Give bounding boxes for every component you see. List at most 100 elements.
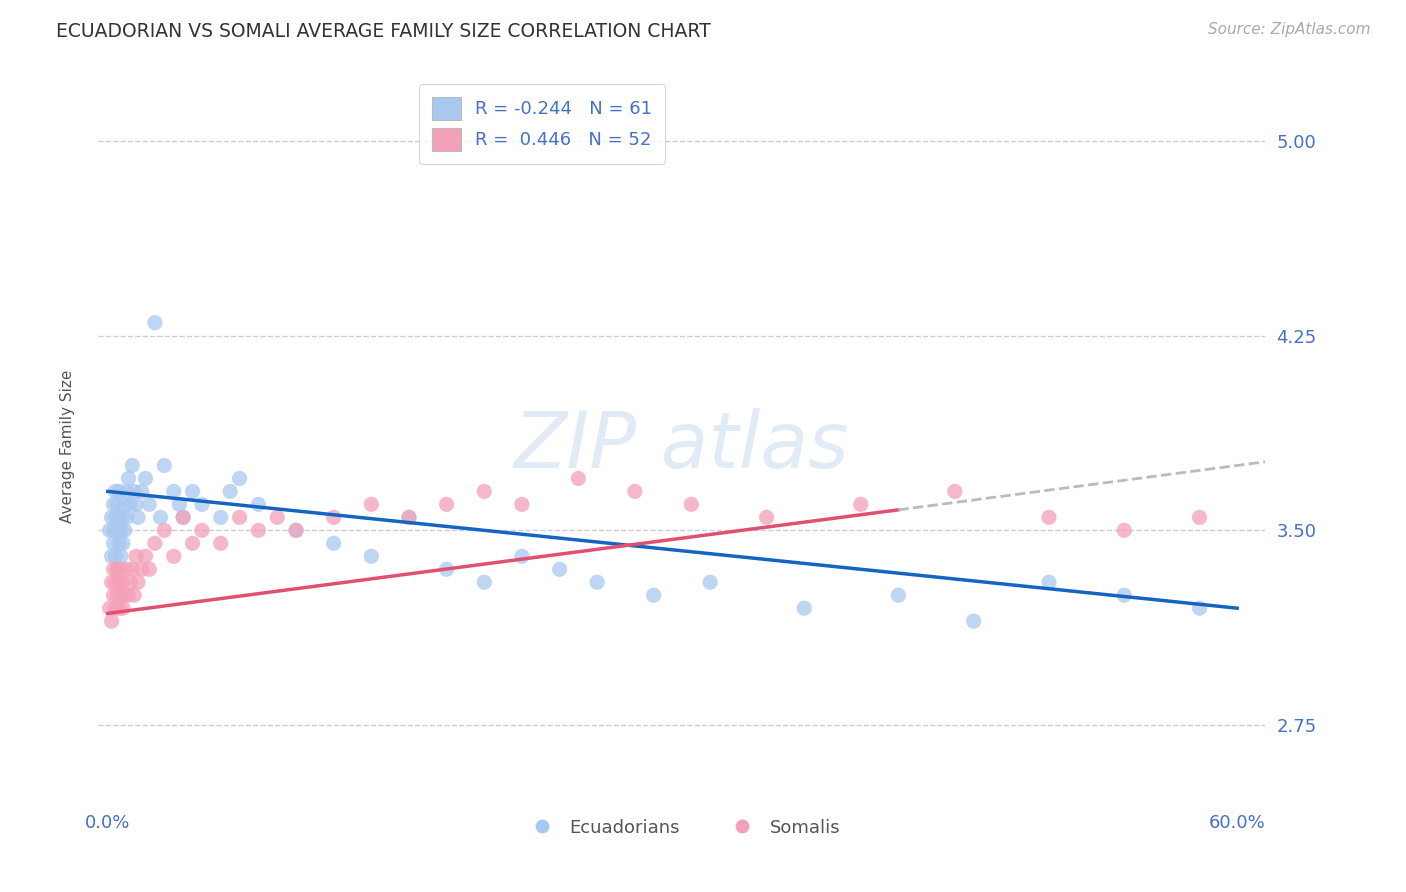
Point [121, 458, 143, 473]
Point [104, 549, 127, 564]
Point [209, 536, 232, 550]
Point [110, 549, 132, 564]
Point [943, 484, 966, 499]
Point [100, 575, 122, 590]
Point [100, 510, 122, 524]
Point [120, 575, 142, 590]
Point [110, 562, 132, 576]
Point [472, 484, 495, 499]
Point [1188, 510, 1211, 524]
Point [398, 510, 420, 524]
Point [104, 601, 127, 615]
Point [104, 510, 127, 524]
Point [114, 497, 136, 511]
Point [138, 562, 160, 576]
Point [100, 549, 122, 564]
Point [285, 524, 308, 538]
Point [110, 524, 132, 538]
Point [567, 471, 589, 485]
Point [98, 601, 121, 615]
Point [510, 549, 533, 564]
Point [172, 510, 194, 524]
Point [699, 575, 721, 590]
Point [105, 524, 128, 538]
Point [117, 588, 139, 602]
Point [98, 524, 121, 538]
Point [1114, 524, 1136, 538]
Point [436, 497, 458, 511]
Point [100, 614, 122, 628]
Point [111, 536, 134, 550]
Point [115, 510, 138, 524]
Point [121, 562, 143, 576]
Point [322, 510, 344, 524]
Point [209, 510, 232, 524]
Point [115, 484, 138, 499]
Point [114, 588, 136, 602]
Point [108, 601, 131, 615]
Point [134, 471, 156, 485]
Point [963, 614, 986, 628]
Point [266, 510, 288, 524]
Point [322, 536, 344, 550]
Point [127, 575, 149, 590]
Point [134, 549, 156, 564]
Text: ECUADORIAN VS SOMALI AVERAGE FAMILY SIZE CORRELATION CHART: ECUADORIAN VS SOMALI AVERAGE FAMILY SIZE… [56, 22, 711, 41]
Point [105, 562, 128, 576]
Point [219, 484, 242, 499]
Point [111, 575, 134, 590]
Point [1038, 510, 1060, 524]
Text: ZIP atlas: ZIP atlas [515, 408, 849, 484]
Point [172, 510, 194, 524]
Point [247, 524, 270, 538]
Point [103, 536, 125, 550]
Point [108, 484, 131, 499]
Point [131, 484, 153, 499]
Point [191, 497, 214, 511]
Point [1188, 601, 1211, 615]
Point [849, 497, 872, 511]
Point [108, 575, 131, 590]
Point [398, 510, 420, 524]
Point [122, 588, 145, 602]
Point [103, 588, 125, 602]
Point [1038, 575, 1060, 590]
Point [104, 575, 127, 590]
Point [643, 588, 665, 602]
Point [360, 497, 382, 511]
Point [681, 497, 703, 511]
Point [105, 588, 128, 602]
Point [105, 497, 128, 511]
Point [108, 510, 131, 524]
Point [586, 575, 609, 590]
Point [247, 497, 270, 511]
Point [103, 562, 125, 576]
Point [125, 497, 148, 511]
Point [120, 497, 142, 511]
Point [104, 484, 127, 499]
Point [163, 484, 186, 499]
Point [117, 471, 139, 485]
Point [1114, 588, 1136, 602]
Point [149, 510, 172, 524]
Point [228, 510, 250, 524]
Point [191, 524, 214, 538]
Point [138, 497, 160, 511]
Point [169, 497, 191, 511]
Point [110, 588, 132, 602]
Point [115, 562, 138, 576]
Point [793, 601, 815, 615]
Text: Average Family Size: Average Family Size [60, 369, 75, 523]
Point [510, 497, 533, 511]
Point [153, 524, 176, 538]
Point [285, 524, 308, 538]
Point [436, 562, 458, 576]
Point [103, 497, 125, 511]
Point [887, 588, 910, 602]
Point [127, 510, 149, 524]
Point [472, 575, 495, 590]
Point [105, 562, 128, 576]
Point [360, 549, 382, 564]
Point [122, 484, 145, 499]
Point [181, 484, 204, 499]
